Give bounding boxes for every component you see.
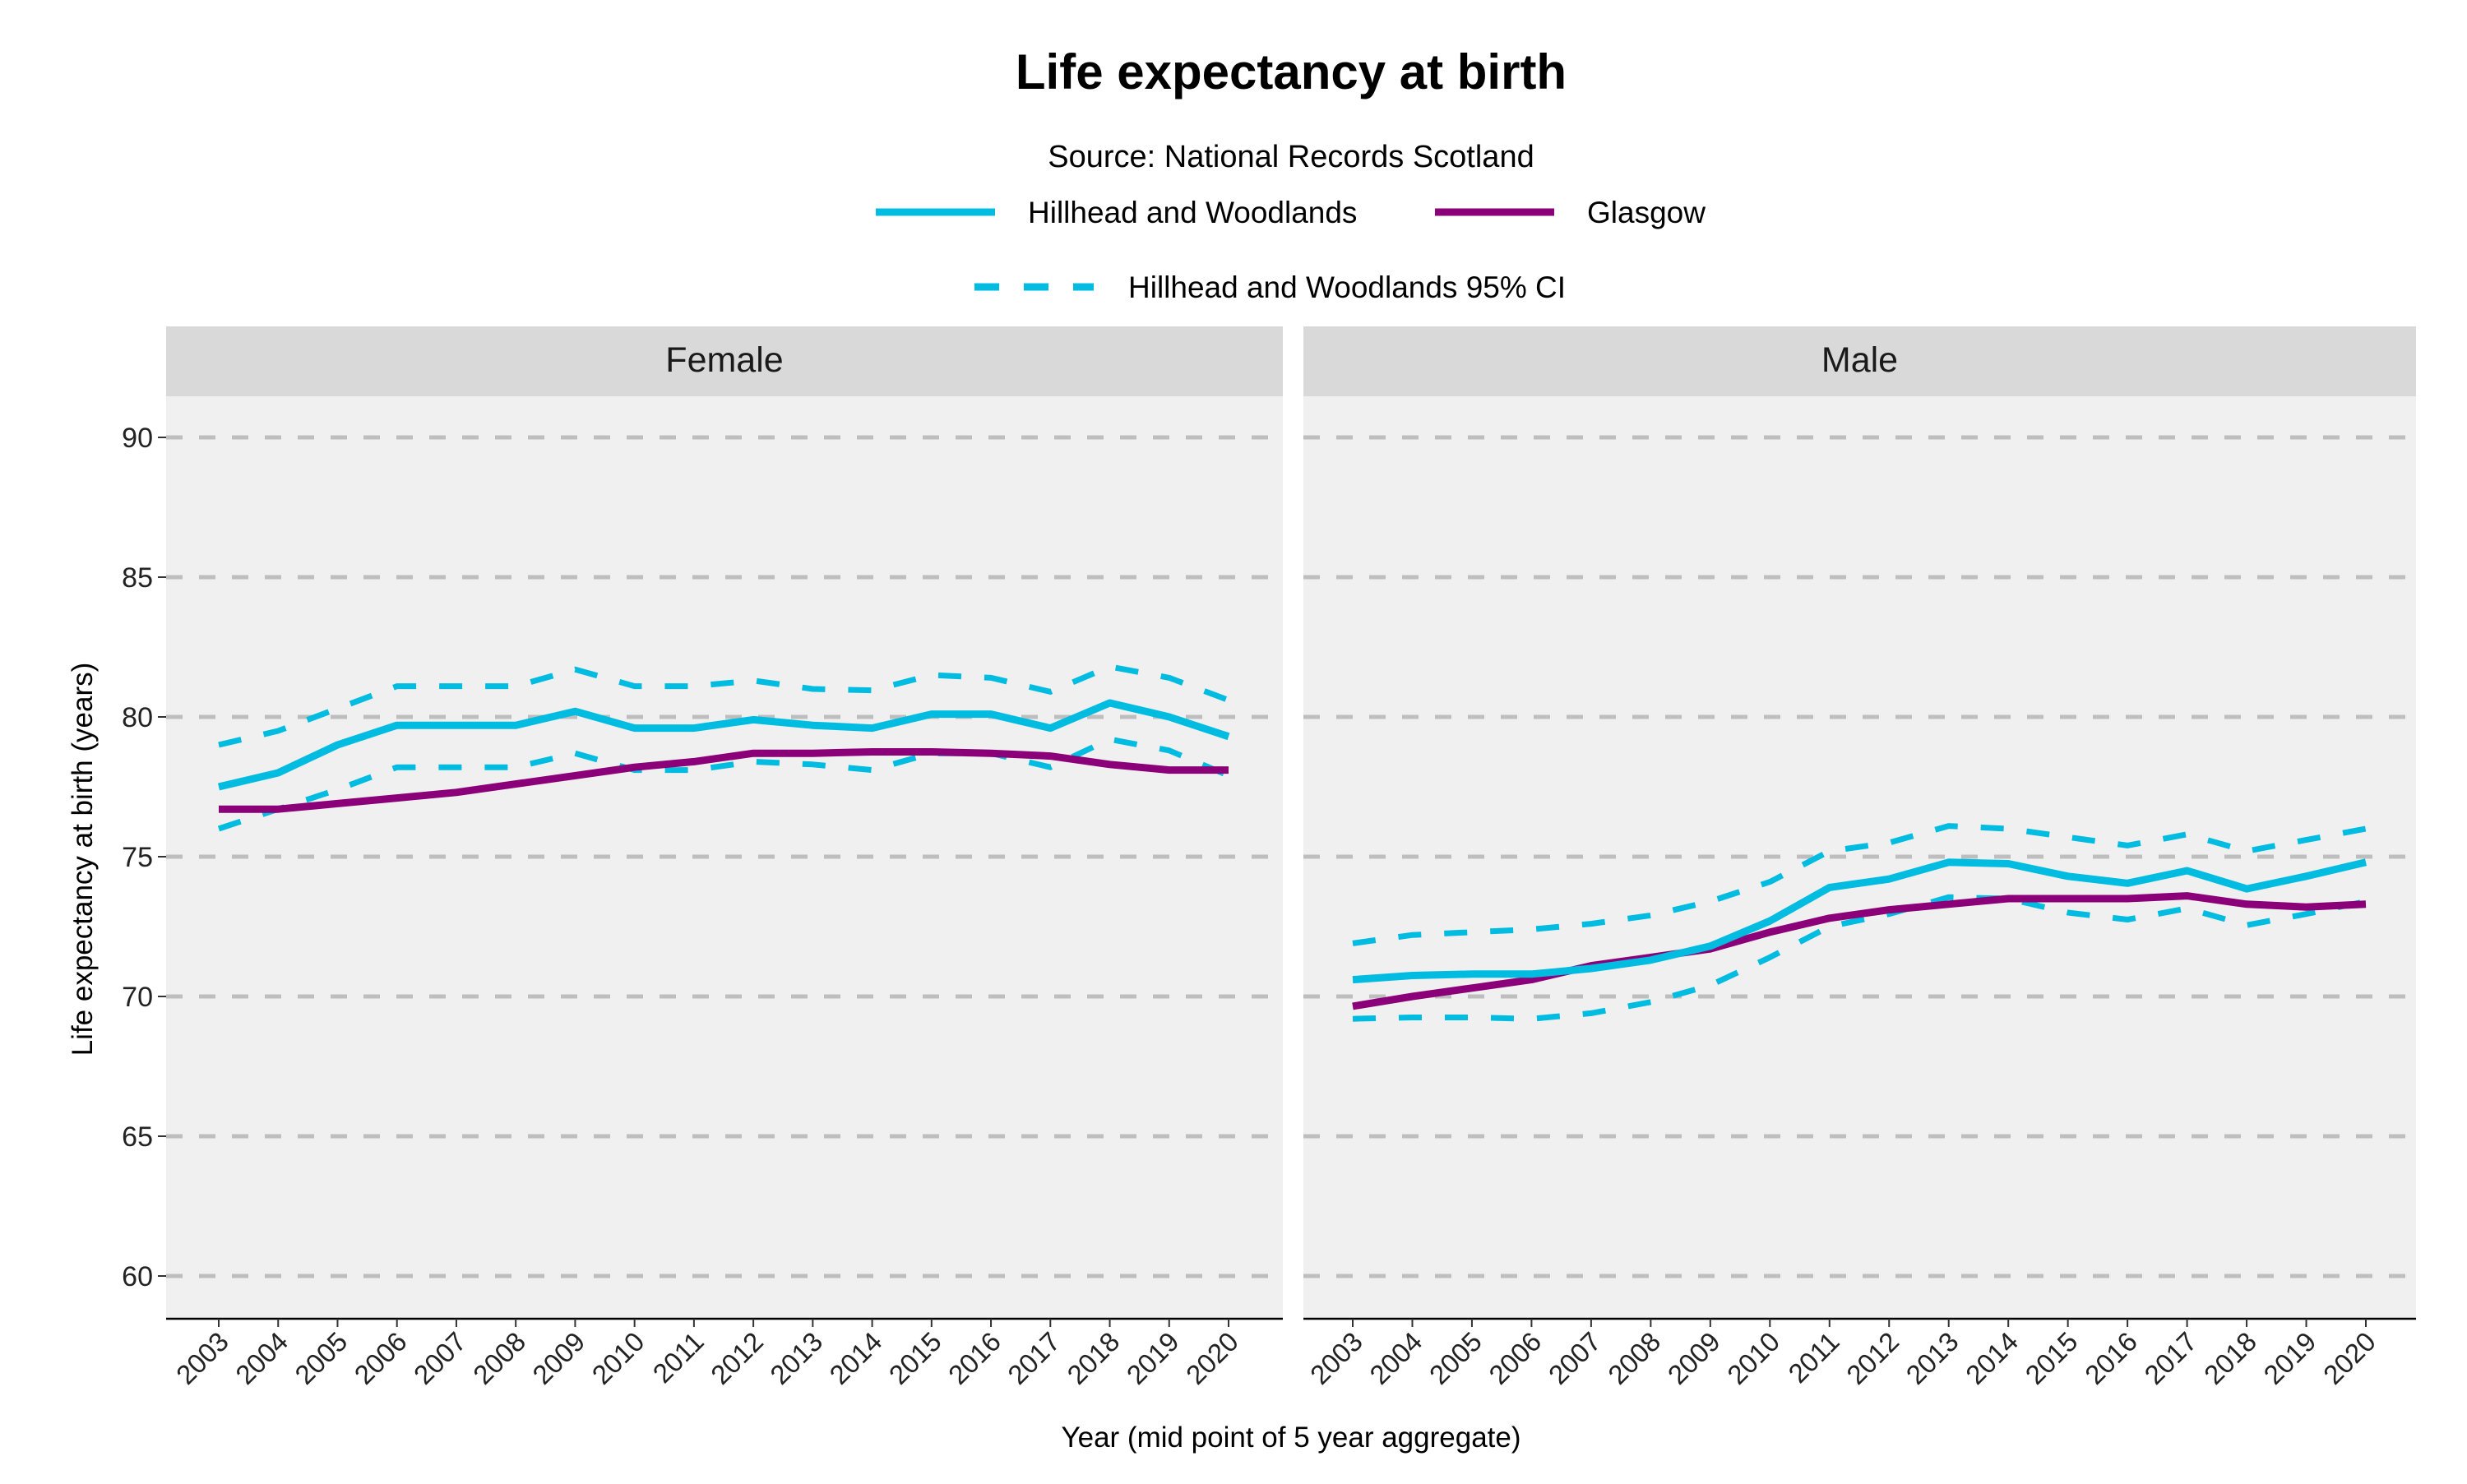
x-tick-label: 2017: [1002, 1326, 1066, 1390]
x-tick-label: 2013: [764, 1326, 828, 1390]
x-tick-label: 2010: [586, 1326, 650, 1390]
x-tick-label: 2011: [1782, 1326, 1844, 1389]
chart-subtitle: Source: National Records Scotland: [1048, 140, 1534, 174]
x-tick-label: 2008: [1602, 1326, 1666, 1390]
x-tick-label: 2020: [2317, 1326, 2381, 1390]
x-tick-label: 2006: [1483, 1326, 1547, 1390]
x-tick-label: 2015: [883, 1326, 947, 1390]
x-tick-label: 2005: [1423, 1326, 1488, 1390]
y-axis-title: Life expectancy at birth (years): [67, 663, 99, 1056]
x-tick-label: 2012: [1840, 1326, 1905, 1390]
x-tick-label: 2011: [646, 1326, 709, 1389]
x-tick-label: 2016: [942, 1326, 1007, 1390]
x-tick-label: 2007: [1543, 1326, 1607, 1390]
legend-label-hillhead: Hillhead and Woodlands: [1028, 196, 1357, 229]
x-tick-label: 2016: [2079, 1326, 2143, 1390]
panel-label: Female: [665, 340, 783, 380]
x-tick-label: 2009: [1662, 1326, 1726, 1390]
y-tick-label: 90: [122, 423, 153, 454]
legend: Hillhead and Woodlands Glasgow Hillhead …: [876, 196, 1706, 304]
legend-label-glasgow: Glasgow: [1587, 196, 1706, 229]
x-tick-label: 2017: [2138, 1326, 2202, 1390]
panel-label: Male: [1821, 340, 1898, 380]
x-tick-label: 2008: [467, 1326, 531, 1390]
x-tick-label: 2019: [1121, 1326, 1185, 1390]
x-tick-label: 2003: [170, 1326, 234, 1390]
x-tick-label: 2007: [408, 1326, 472, 1390]
x-tick-label: 2004: [1363, 1326, 1428, 1390]
x-tick-label: 2012: [705, 1326, 769, 1390]
y-tick-label: 70: [122, 982, 153, 1013]
x-tick-label: 2014: [1960, 1326, 2024, 1390]
y-tick-label: 65: [122, 1121, 153, 1153]
x-tick-label: 2006: [349, 1326, 413, 1390]
x-tick-label: 2019: [2257, 1326, 2321, 1390]
x-tick-label: 2014: [823, 1326, 887, 1390]
y-tick-label: 75: [122, 842, 153, 873]
y-tick-label: 85: [122, 562, 153, 594]
x-tick-label: 2020: [1180, 1326, 1244, 1390]
x-tick-label: 2005: [289, 1326, 353, 1390]
y-tick-label: 80: [122, 702, 153, 733]
x-tick-label: 2018: [2198, 1326, 2262, 1390]
chart-title: Life expectancy at birth: [1016, 44, 1567, 99]
x-tick-label: 2009: [526, 1326, 590, 1390]
x-tick-label: 2004: [229, 1326, 294, 1390]
legend-label-ci: Hillhead and Woodlands 95% CI: [1128, 270, 1566, 304]
y-tick-label: 60: [122, 1261, 153, 1292]
x-tick-label: 2018: [1061, 1326, 1125, 1390]
x-tick-label: 2013: [1900, 1326, 1965, 1390]
x-axis-title: Year (mid point of 5 year aggregate): [1061, 1422, 1520, 1454]
x-tick-label: 2003: [1304, 1326, 1368, 1390]
x-tick-label: 2010: [1721, 1326, 1785, 1390]
x-tick-label: 2015: [2020, 1326, 2084, 1390]
